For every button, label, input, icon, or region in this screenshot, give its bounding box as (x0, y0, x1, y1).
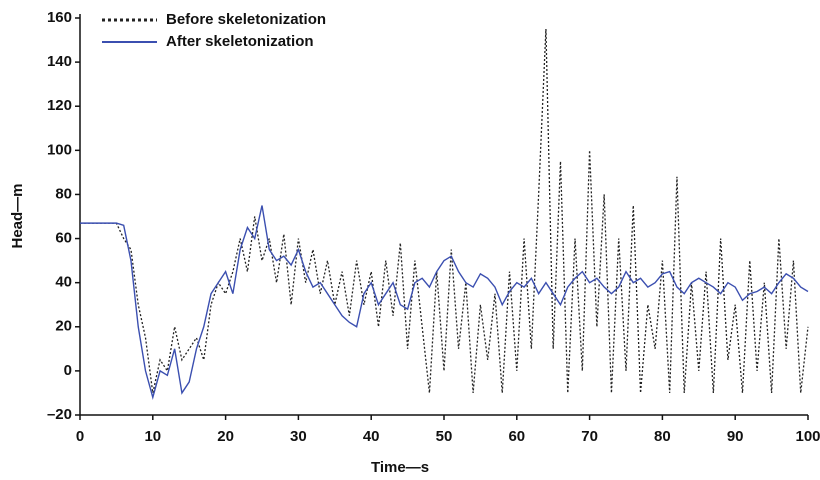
series-line (80, 205, 809, 400)
x-tick-label: 10 (144, 428, 161, 445)
x-axis-label: Time—s (371, 459, 429, 476)
y-tick-label: 60 (55, 230, 72, 247)
legend-label: After skeletonization (166, 33, 314, 50)
y-tick-label: 120 (47, 97, 72, 114)
legend-label: Before skeletonization (166, 11, 326, 28)
x-tick-label: 70 (581, 428, 598, 445)
y-tick-label: 100 (47, 141, 72, 158)
y-tick-label: 0 (64, 362, 72, 379)
x-tick-label: 20 (217, 428, 234, 445)
y-tick-label: 20 (55, 318, 72, 335)
x-tick-label: 90 (727, 428, 744, 445)
y-axis-label: Head—m (9, 183, 26, 248)
x-tick-label: 100 (795, 428, 820, 445)
x-tick-label: 40 (363, 428, 380, 445)
y-tick-label: 80 (55, 185, 72, 202)
x-tick-label: 0 (76, 428, 84, 445)
y-tick-label: 40 (55, 274, 72, 291)
y-tick-label: 140 (47, 53, 72, 70)
series-line (80, 28, 809, 394)
y-tick-label: 160 (47, 9, 72, 26)
x-tick-label: 60 (508, 428, 525, 445)
x-tick-label: 80 (654, 428, 671, 445)
x-tick-label: 50 (436, 428, 453, 445)
x-tick-label: 30 (290, 428, 307, 445)
y-tick-label: –20 (47, 406, 72, 423)
